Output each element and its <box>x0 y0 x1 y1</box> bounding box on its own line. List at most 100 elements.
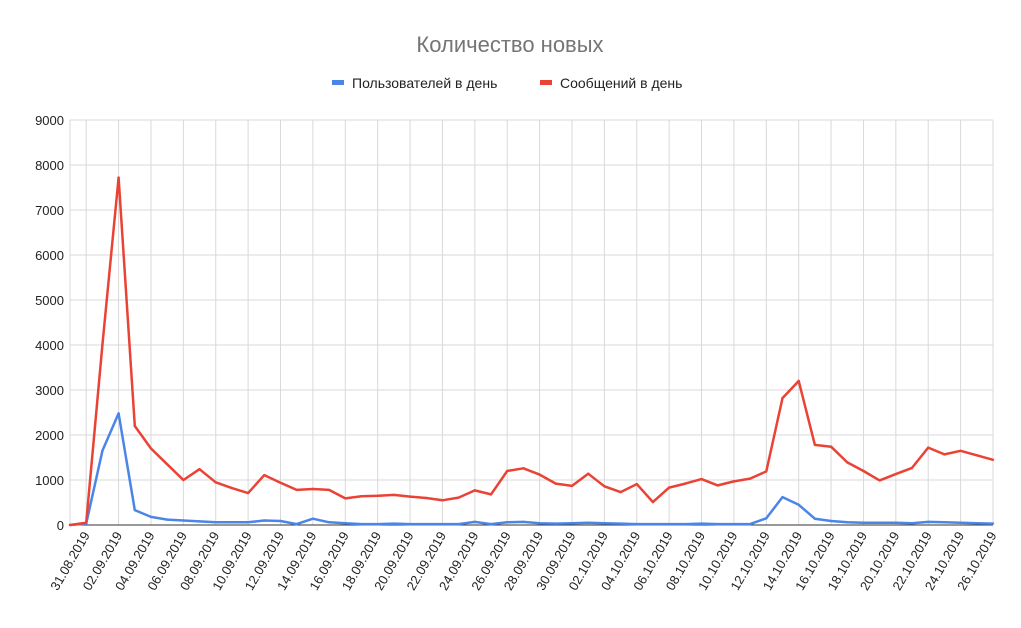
data-point[interactable] <box>149 447 153 450</box>
data-point[interactable] <box>797 503 800 506</box>
data-point[interactable] <box>570 522 574 525</box>
data-point[interactable] <box>781 495 784 499</box>
series-line-users[interactable] <box>69 412 994 527</box>
data-point[interactable] <box>635 482 638 486</box>
data-point[interactable] <box>975 454 978 457</box>
data-point[interactable] <box>716 484 719 487</box>
data-point[interactable] <box>587 472 590 475</box>
data-point[interactable] <box>198 520 201 523</box>
data-point[interactable] <box>360 522 363 526</box>
data-point[interactable] <box>327 488 331 492</box>
data-point[interactable] <box>441 522 444 526</box>
data-point[interactable] <box>700 522 703 525</box>
data-point[interactable] <box>295 488 298 492</box>
data-point[interactable] <box>376 522 379 526</box>
data-point[interactable] <box>603 522 606 525</box>
data-point[interactable] <box>554 482 557 485</box>
data-point[interactable] <box>327 521 331 524</box>
data-point[interactable] <box>910 522 914 525</box>
data-point[interactable] <box>473 489 476 492</box>
data-point[interactable] <box>975 522 978 525</box>
data-point[interactable] <box>392 493 396 497</box>
data-point[interactable] <box>311 487 315 491</box>
data-point[interactable] <box>117 412 120 415</box>
data-point[interactable] <box>554 522 557 525</box>
data-point[interactable] <box>506 469 509 473</box>
data-point[interactable] <box>166 463 169 466</box>
data-point[interactable] <box>441 499 444 502</box>
data-point[interactable] <box>279 481 282 484</box>
data-point[interactable] <box>182 519 185 522</box>
data-point[interactable] <box>619 490 622 494</box>
data-point[interactable] <box>263 473 266 477</box>
data-point[interactable] <box>684 522 687 526</box>
data-point[interactable] <box>489 522 493 526</box>
data-point[interactable] <box>133 424 136 428</box>
data-point[interactable] <box>781 396 784 400</box>
data-point[interactable] <box>991 522 995 525</box>
data-point[interactable] <box>894 521 897 524</box>
data-point[interactable] <box>878 479 881 482</box>
data-point[interactable] <box>376 494 379 497</box>
data-point[interactable] <box>570 484 574 488</box>
data-point[interactable] <box>894 472 897 476</box>
legend-item-messages[interactable]: Сообщений в день <box>540 75 682 91</box>
data-point[interactable] <box>214 481 217 484</box>
data-point[interactable] <box>230 486 234 490</box>
data-point[interactable] <box>846 521 849 524</box>
data-point[interactable] <box>425 522 428 526</box>
data-point[interactable] <box>166 518 169 521</box>
data-point[interactable] <box>279 519 282 523</box>
data-point[interactable] <box>878 521 881 524</box>
data-point[interactable] <box>829 519 833 523</box>
data-point[interactable] <box>246 521 250 524</box>
data-point[interactable] <box>214 521 217 524</box>
data-point[interactable] <box>522 467 525 470</box>
data-point[interactable] <box>85 521 88 524</box>
data-point[interactable] <box>619 522 622 525</box>
legend-item-users[interactable]: Пользователей в день <box>332 75 497 91</box>
data-point[interactable] <box>522 520 525 524</box>
data-point[interactable] <box>133 508 136 512</box>
data-point[interactable] <box>651 522 655 526</box>
data-point[interactable] <box>765 517 768 520</box>
data-point[interactable] <box>862 469 865 473</box>
data-point[interactable] <box>457 522 460 526</box>
data-point[interactable] <box>991 458 995 461</box>
data-point[interactable] <box>263 519 266 522</box>
data-point[interactable] <box>748 522 752 526</box>
data-point[interactable] <box>732 480 736 483</box>
data-point[interactable] <box>716 522 719 526</box>
data-point[interactable] <box>667 522 671 526</box>
data-point[interactable] <box>813 517 817 520</box>
data-point[interactable] <box>538 522 541 525</box>
data-point[interactable] <box>295 522 298 526</box>
data-point[interactable] <box>829 445 833 448</box>
data-point[interactable] <box>813 443 817 447</box>
data-point[interactable] <box>943 521 946 524</box>
data-point[interactable] <box>230 521 234 524</box>
data-point[interactable] <box>603 485 606 488</box>
data-point[interactable] <box>927 446 930 449</box>
data-point[interactable] <box>68 523 72 527</box>
data-point[interactable] <box>587 521 590 524</box>
data-point[interactable] <box>198 468 201 471</box>
data-point[interactable] <box>489 493 493 496</box>
data-point[interactable] <box>506 521 509 524</box>
data-point[interactable] <box>667 486 671 489</box>
data-point[interactable] <box>959 521 962 524</box>
data-point[interactable] <box>182 478 185 482</box>
data-point[interactable] <box>700 477 703 481</box>
data-point[interactable] <box>748 477 752 480</box>
data-point[interactable] <box>311 517 315 520</box>
data-point[interactable] <box>149 515 153 519</box>
data-point[interactable] <box>360 495 363 498</box>
data-point[interactable] <box>765 470 768 473</box>
data-point[interactable] <box>684 482 687 485</box>
data-point[interactable] <box>392 522 396 525</box>
data-point[interactable] <box>344 497 347 500</box>
data-point[interactable] <box>408 522 412 526</box>
data-point[interactable] <box>408 495 412 498</box>
data-point[interactable] <box>862 521 865 524</box>
data-point[interactable] <box>927 520 930 524</box>
